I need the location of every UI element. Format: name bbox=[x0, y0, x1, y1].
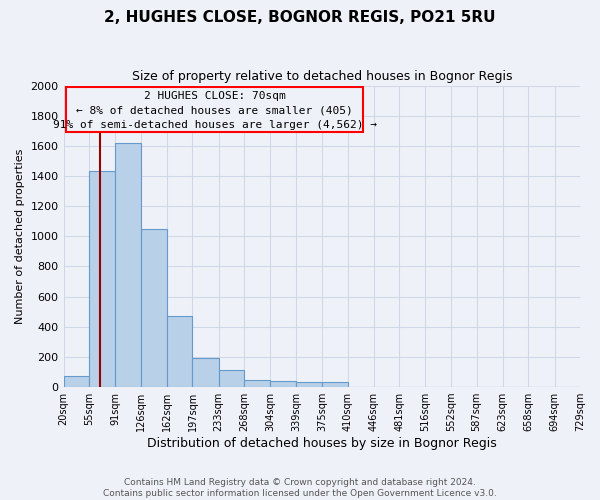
Bar bbox=[115, 143, 141, 387]
Bar bbox=[322, 382, 347, 387]
Bar bbox=[89, 172, 115, 387]
Bar bbox=[64, 376, 89, 387]
Bar bbox=[141, 229, 167, 387]
Text: ← 8% of detached houses are smaller (405): ← 8% of detached houses are smaller (405… bbox=[76, 105, 353, 115]
Text: 91% of semi-detached houses are larger (4,562) →: 91% of semi-detached houses are larger (… bbox=[53, 120, 377, 130]
Bar bbox=[218, 370, 244, 387]
Text: 2, HUGHES CLOSE, BOGNOR REGIS, PO21 5RU: 2, HUGHES CLOSE, BOGNOR REGIS, PO21 5RU bbox=[104, 10, 496, 25]
Bar bbox=[193, 358, 218, 387]
Y-axis label: Number of detached properties: Number of detached properties bbox=[15, 148, 25, 324]
Bar bbox=[271, 381, 296, 387]
FancyBboxPatch shape bbox=[66, 87, 363, 132]
Text: 2 HUGHES CLOSE: 70sqm: 2 HUGHES CLOSE: 70sqm bbox=[144, 90, 286, 101]
Bar bbox=[244, 380, 271, 387]
Bar bbox=[167, 316, 193, 387]
Bar bbox=[296, 382, 322, 387]
X-axis label: Distribution of detached houses by size in Bognor Regis: Distribution of detached houses by size … bbox=[147, 437, 497, 450]
Title: Size of property relative to detached houses in Bognor Regis: Size of property relative to detached ho… bbox=[131, 70, 512, 83]
Text: Contains HM Land Registry data © Crown copyright and database right 2024.
Contai: Contains HM Land Registry data © Crown c… bbox=[103, 478, 497, 498]
